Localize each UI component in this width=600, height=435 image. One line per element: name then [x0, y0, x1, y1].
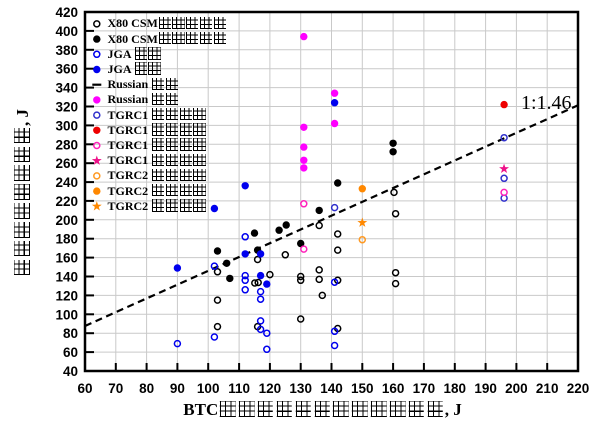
svg-text:150: 150: [351, 381, 374, 396]
svg-text:260: 260: [55, 156, 78, 171]
svg-text:320: 320: [55, 100, 78, 115]
svg-text:160: 160: [382, 381, 405, 396]
svg-text:160: 160: [55, 251, 78, 266]
svg-text:40: 40: [63, 364, 78, 379]
svg-text:70: 70: [108, 381, 123, 396]
svg-text:200: 200: [55, 213, 78, 228]
svg-text:400: 400: [55, 24, 78, 39]
svg-text:140: 140: [320, 381, 343, 396]
svg-text:80: 80: [63, 326, 78, 341]
svg-text:210: 210: [536, 381, 559, 396]
svg-text:240: 240: [55, 175, 78, 190]
svg-text:180: 180: [55, 232, 78, 247]
svg-text:360: 360: [55, 62, 78, 77]
svg-text:220: 220: [55, 194, 78, 209]
svg-text:380: 380: [55, 43, 78, 58]
svg-text:100: 100: [197, 381, 220, 396]
svg-text:220: 220: [567, 381, 590, 396]
svg-text:420: 420: [55, 5, 78, 20]
svg-text:110: 110: [228, 381, 250, 396]
svg-text:80: 80: [139, 381, 154, 396]
svg-text:130: 130: [289, 381, 312, 396]
svg-text:300: 300: [55, 118, 78, 133]
svg-text:180: 180: [444, 381, 467, 396]
svg-text:340: 340: [55, 81, 78, 96]
svg-text:280: 280: [55, 137, 78, 152]
svg-text:60: 60: [63, 345, 78, 360]
svg-text:190: 190: [474, 381, 497, 396]
svg-text:60: 60: [77, 381, 92, 396]
svg-text:1:1.46: 1:1.46: [521, 92, 572, 114]
svg-text:90: 90: [170, 381, 185, 396]
svg-text:120: 120: [259, 381, 282, 396]
svg-text:100: 100: [55, 307, 78, 322]
svg-text:200: 200: [505, 381, 528, 396]
svg-text:120: 120: [55, 288, 78, 303]
svg-text:140: 140: [55, 270, 78, 285]
svg-text:170: 170: [413, 381, 436, 396]
